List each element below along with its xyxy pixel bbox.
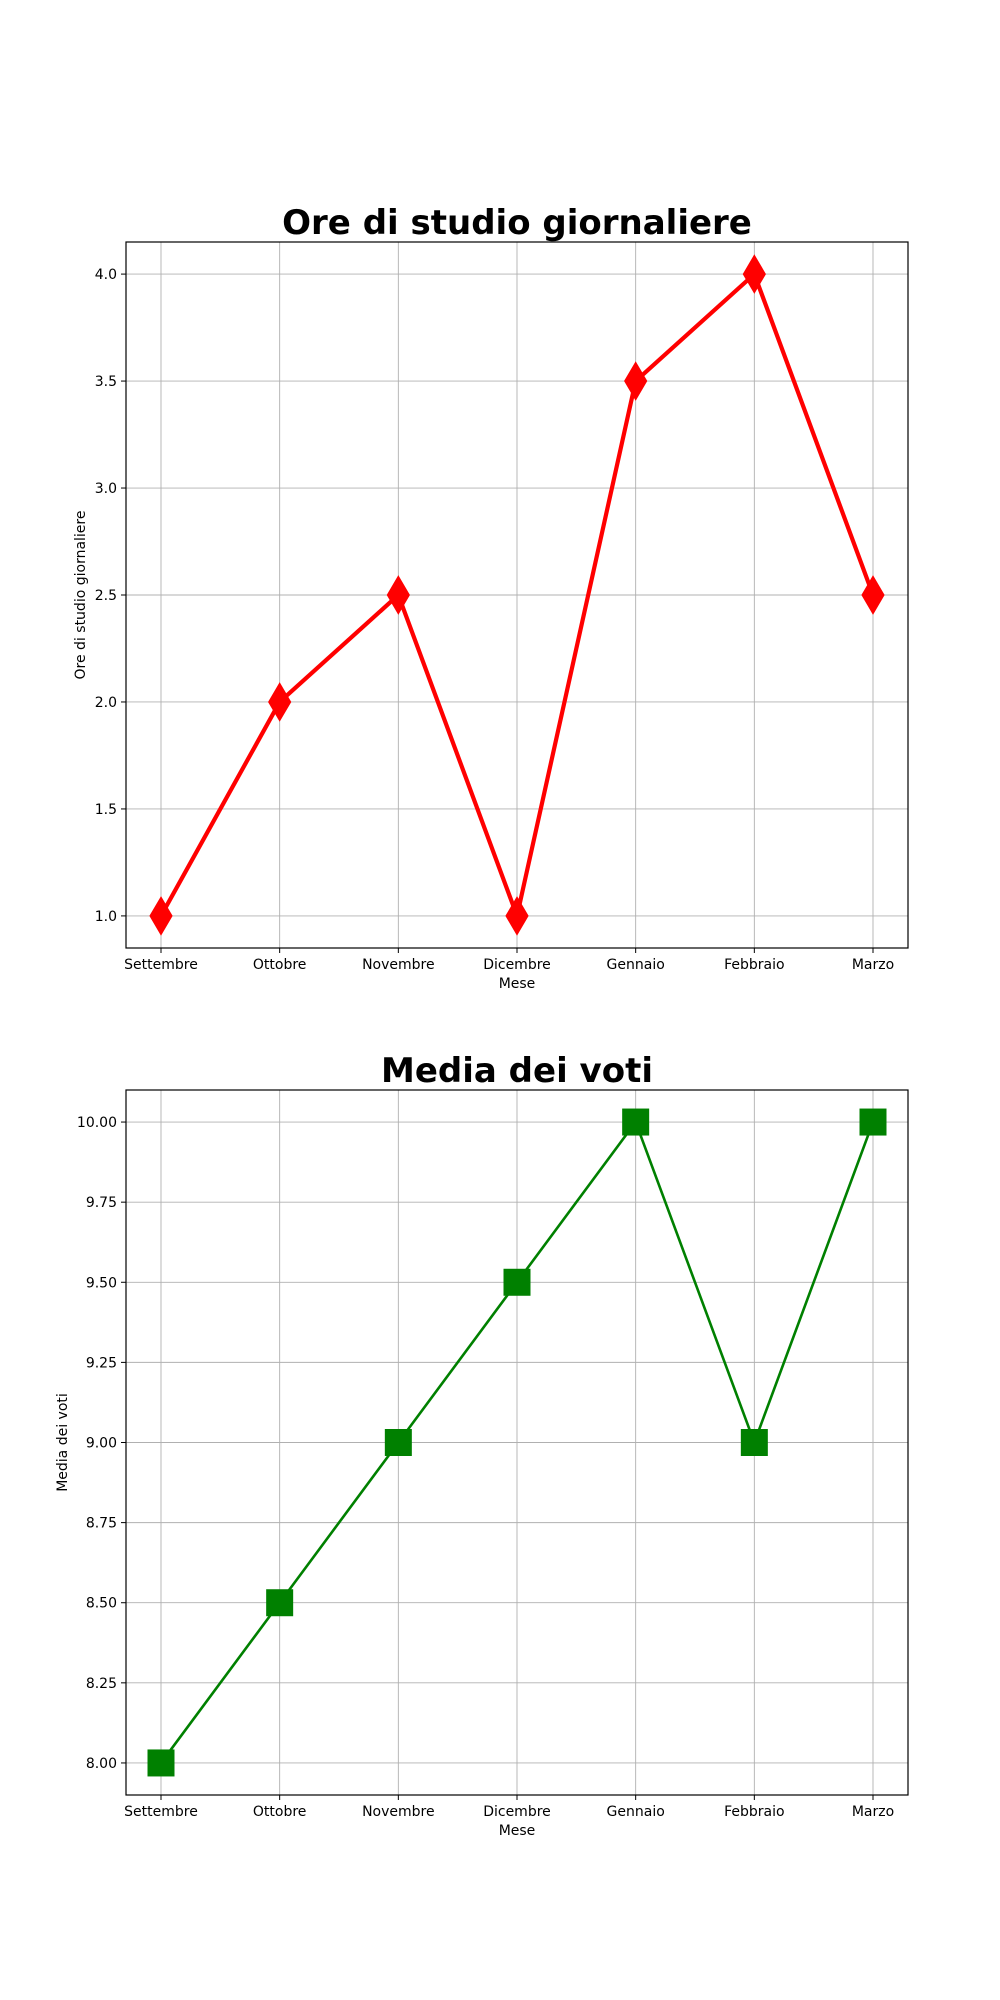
- x-tick-label: Ottobre: [253, 957, 307, 973]
- chart-title: Ore di studio giornaliere: [282, 203, 752, 243]
- y-tick-label: 10.00: [77, 1115, 117, 1131]
- y-tick-label: 3.5: [95, 374, 117, 390]
- x-tick-label: Dicembre: [483, 957, 551, 973]
- data-point: [268, 682, 292, 722]
- data-point: [384, 1429, 412, 1456]
- x-axis-label: Mese: [499, 1823, 536, 1839]
- x-tick-label: Febbraio: [724, 957, 784, 973]
- y-tick-label: 8.50: [86, 1596, 117, 1612]
- x-tick-label: Settembre: [124, 957, 198, 973]
- x-tick-label: Settembre: [124, 1804, 198, 1820]
- data-point: [147, 1749, 175, 1777]
- chart-study-hours: Settembre Ottobre Novembre Dicembre Gennaio F…: [73, 203, 909, 992]
- x-tick-label: Febbraio: [724, 1804, 784, 1820]
- x-tick-label: Gennaio: [607, 1804, 665, 1820]
- data-point: [622, 1108, 650, 1136]
- data-point: [624, 361, 648, 401]
- y-tick-label: 9.25: [86, 1355, 117, 1371]
- data-point: [266, 1589, 294, 1617]
- y-tick-label: 4.0: [95, 267, 117, 283]
- data-point: [740, 1429, 768, 1456]
- data-point: [859, 1108, 887, 1136]
- x-tick-label: Novembre: [362, 957, 435, 973]
- grid: [126, 1090, 908, 1795]
- data-point: [861, 575, 885, 615]
- data-point: [149, 896, 173, 936]
- data-point: [503, 1268, 531, 1296]
- chart-grade-average: Settembre Ottobre Novembre Dicembre Gennaio F…: [55, 1051, 909, 1839]
- y-tick-label: 2.5: [95, 588, 117, 604]
- y-tick-label: 1.0: [95, 909, 117, 925]
- y-tick-label: 1.5: [95, 802, 117, 818]
- y-axis-label: Ore di studio giornaliere: [73, 511, 89, 680]
- x-tick-label: Marzo: [852, 1804, 894, 1820]
- y-tick-label: 2.0: [95, 695, 117, 711]
- y-tick-label: 8.25: [86, 1676, 117, 1692]
- y-tick-label: 8.00: [86, 1756, 117, 1772]
- y-tick-label: 9.00: [86, 1436, 117, 1452]
- x-tick-label: Ottobre: [253, 1804, 307, 1820]
- x-tick-label: Gennaio: [607, 957, 665, 973]
- y-tick-label: 3.0: [95, 481, 117, 497]
- y-tick-label: 9.50: [86, 1275, 117, 1291]
- data-point: [742, 254, 766, 294]
- data-point: [505, 896, 529, 936]
- y-tick-label: 9.75: [86, 1195, 117, 1211]
- x-axis-label: Mese: [499, 976, 536, 992]
- data-point: [386, 575, 410, 615]
- y-axis-label: Media dei voti: [55, 1393, 71, 1492]
- x-tick-label: Marzo: [852, 957, 894, 973]
- chart-title: Media dei voti: [381, 1051, 653, 1091]
- y-tick-label: 8.75: [86, 1516, 117, 1532]
- grid: [126, 242, 908, 948]
- x-tick-label: Dicembre: [483, 1804, 551, 1820]
- x-tick-label: Novembre: [362, 1804, 435, 1820]
